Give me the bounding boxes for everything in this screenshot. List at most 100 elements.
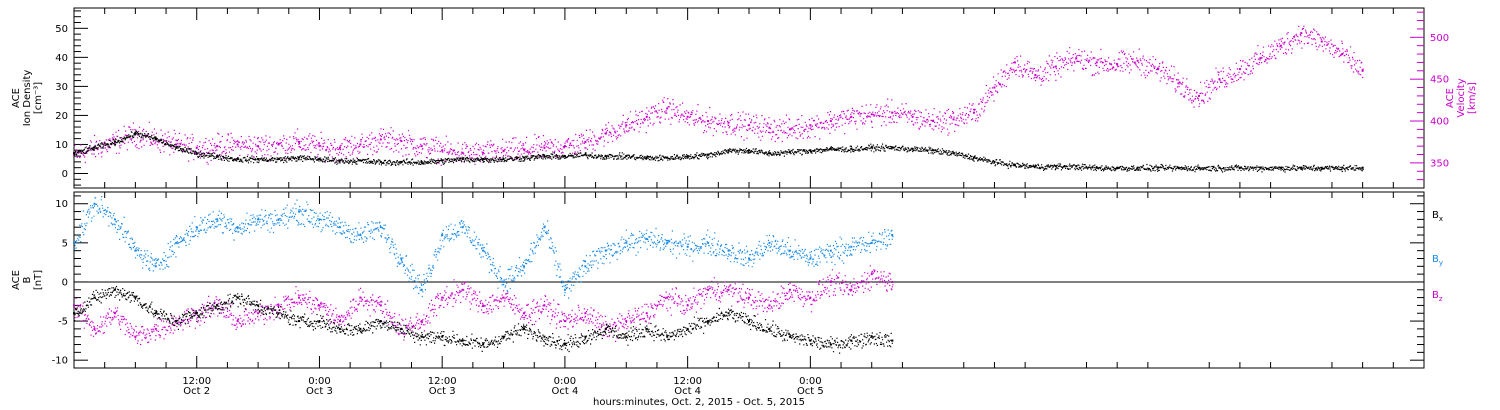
density-series-point-1: [93, 146, 96, 149]
legend-entry-x: Bx: [1432, 210, 1443, 223]
by-series-point-11: [298, 210, 300, 213]
bottom-tick-label-4: 10: [55, 199, 68, 210]
bz-series-point-27: [625, 320, 628, 323]
legend-subscript: x: [1439, 215, 1443, 223]
by-series-point-35: [788, 249, 791, 252]
bx-series-point-4: [154, 312, 157, 315]
density-series-point-26: [604, 155, 607, 158]
by-series-point-30: [686, 245, 689, 248]
bx-series-point-17: [420, 335, 423, 338]
bz-series-point-14: [359, 296, 362, 299]
top-left-axis-title-line: ACE: [11, 88, 22, 108]
by-series-point-31: [707, 241, 710, 244]
by-series-point-8: [236, 226, 239, 229]
density-series-point-38: [850, 147, 853, 150]
bottom-axis-title-line: B: [22, 276, 33, 283]
by-series-point-24: [563, 288, 566, 291]
by-series-point-17: [420, 288, 423, 291]
velocity-series-point-16: [400, 140, 403, 143]
velocity-series-point-23: [543, 146, 546, 149]
velocity-series-point-60: [1300, 32, 1303, 35]
density-series-point-47: [1034, 165, 1037, 168]
legend-entry-z: Bz: [1432, 290, 1443, 303]
bz-series-point-28: [645, 312, 648, 315]
velocity-series-point-56: [1218, 78, 1221, 81]
bz-series-point-0: [73, 304, 75, 307]
velocity-series-point-46: [1013, 61, 1016, 64]
top-left-axis-title-line: [cm⁻³]: [33, 82, 44, 114]
velocity-series-point-19: [461, 151, 464, 154]
density-series-point-62: [1341, 166, 1344, 169]
by-series-dots: [74, 196, 894, 299]
bz-series-point-11: [298, 296, 300, 299]
by-series-point-29: [666, 241, 669, 244]
x-axis-title: hours:minutes, Oct. 2, 2015 - Oct. 5, 20…: [593, 397, 805, 408]
bz-series-point-18: [441, 296, 444, 299]
by-series-point-25: [584, 265, 587, 268]
top-left-tick-label-0: 0: [62, 169, 68, 180]
velocity-series-point-17: [420, 145, 423, 148]
velocity-series-point-9: [257, 145, 260, 148]
bz-series-point-40: [891, 280, 894, 283]
velocity-series-point-24: [563, 145, 566, 148]
by-series-point-12: [318, 218, 321, 221]
velocity-series-point-11: [298, 140, 300, 143]
velocity-series-point-20: [482, 151, 485, 154]
by-series-point-34: [768, 241, 771, 244]
bx-series-point-24: [563, 343, 566, 346]
velocity-series-point-7: [216, 145, 219, 148]
by-series-point-1: [93, 202, 96, 205]
top-right-axis-title: ACEVelocity[km/s]: [1445, 78, 1478, 117]
top-left-axis-title-line: Ion Density: [22, 70, 33, 127]
by-series-point-5: [175, 241, 178, 244]
by-series-point-16: [400, 257, 403, 260]
velocity-series-point-42: [932, 120, 935, 123]
bx-series-point-26: [604, 327, 607, 330]
by-series-point-0: [73, 241, 75, 244]
bx-series-point-39: [870, 335, 873, 338]
bx-series-point-33: [748, 320, 750, 323]
bz-series-point-33: [748, 296, 750, 299]
velocity-series-point-49: [1075, 57, 1078, 60]
bottom-tick-label-2: 0: [62, 277, 68, 288]
bz-series-point-4: [154, 327, 157, 330]
legend-subscript: y: [1439, 259, 1443, 267]
bottom-tick-label-1: -5: [58, 317, 68, 328]
by-series-point-4: [154, 265, 157, 268]
velocity-series-point-30: [686, 115, 689, 118]
top-left-tick-label-4: 40: [55, 53, 68, 64]
by-series-point-28: [645, 237, 648, 240]
top-right-tick-label-1: 400: [1430, 117, 1449, 128]
velocity-series-point-13: [338, 146, 341, 149]
velocity-series-point-15: [379, 138, 382, 141]
bz-series-point-37: [829, 280, 832, 283]
density-series-point-7: [216, 155, 219, 158]
bx-series-point-21: [502, 335, 505, 338]
velocity-series-point-55: [1198, 94, 1200, 97]
bz-series-point-24: [563, 320, 566, 323]
x-tick-date-3: Oct 4: [551, 386, 578, 397]
bz-series-point-8: [236, 320, 239, 323]
velocity-series-point-63: [1361, 69, 1364, 72]
by-series-point-38: [850, 245, 853, 248]
bx-series-point-3: [134, 296, 137, 299]
top-right-tick-label-2: 450: [1430, 75, 1449, 86]
density-series-point-4: [154, 137, 157, 140]
x-tick-date-2: Oct 3: [429, 386, 456, 397]
top-left-tick-label-3: 30: [55, 82, 68, 93]
by-series-point-27: [625, 241, 628, 244]
density-series-point-42: [932, 149, 935, 152]
density-series-point-2: [113, 140, 116, 143]
velocity-series-point-18: [441, 149, 444, 152]
velocity-series-point-39: [870, 113, 873, 116]
top-left-tick-label-1: 10: [55, 140, 68, 151]
bx-series-point-29: [666, 335, 669, 338]
by-series-point-37: [829, 249, 832, 252]
bx-series-point-22: [523, 327, 525, 330]
bz-series-point-1: [93, 327, 96, 330]
bz-series-point-9: [257, 312, 260, 315]
bz-series-point-12: [318, 304, 321, 307]
velocity-series-point-6: [195, 146, 198, 149]
legend-entry-y: By: [1432, 254, 1443, 267]
